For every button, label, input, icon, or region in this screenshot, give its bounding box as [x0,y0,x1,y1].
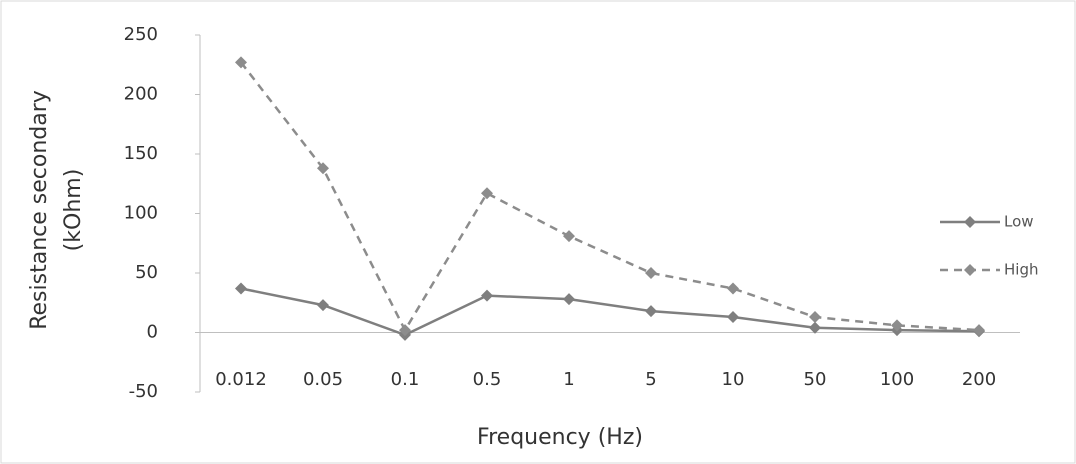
x-tick-label: 10 [722,369,745,390]
point-marker [235,282,247,295]
y-tick-label: 250 [124,24,158,45]
point-marker [809,311,821,324]
point-marker [563,230,575,243]
point-marker [481,187,493,200]
x-tick-label: 50 [804,369,827,390]
y-tick-label: -50 [129,381,158,402]
point-marker [809,321,821,334]
point-marker [481,289,493,302]
x-tick-label: 0.05 [303,369,343,390]
point-marker [973,324,985,337]
legend-marker [964,264,976,276]
y-tick-label: 50 [135,262,158,283]
y-axis-title: (kOhm) [61,169,86,252]
point-marker [399,324,411,337]
point-marker [317,299,329,312]
x-tick-label: 0.012 [215,369,267,390]
y-tick-label: 200 [124,84,158,105]
legend-label: Low [1004,213,1034,231]
x-tick-label: 0.5 [473,369,502,390]
point-marker [235,56,247,69]
x-tick-label: 1 [563,369,574,390]
x-tick-label: 100 [880,369,914,390]
point-marker [645,305,657,318]
legend-marker [964,216,976,228]
point-marker [563,293,575,306]
point-marker [891,319,903,332]
y-tick-label: 0 [147,322,158,343]
x-tick-label: 200 [962,369,996,390]
point-marker [727,282,739,295]
x-tick-label: 0.1 [391,369,420,390]
series-line [240,287,980,337]
point-marker [645,267,657,279]
x-axis-title: Frequency (Hz) [477,425,643,450]
point-marker [727,311,739,324]
x-tick-label: 5 [645,369,656,390]
y-tick-label: 100 [124,203,158,224]
y-tick-label: 150 [124,143,158,164]
y-axis-title: Resistance secondary [27,90,52,330]
legend-label: High [1004,261,1038,279]
series-line [240,61,980,333]
point-marker [317,162,329,175]
